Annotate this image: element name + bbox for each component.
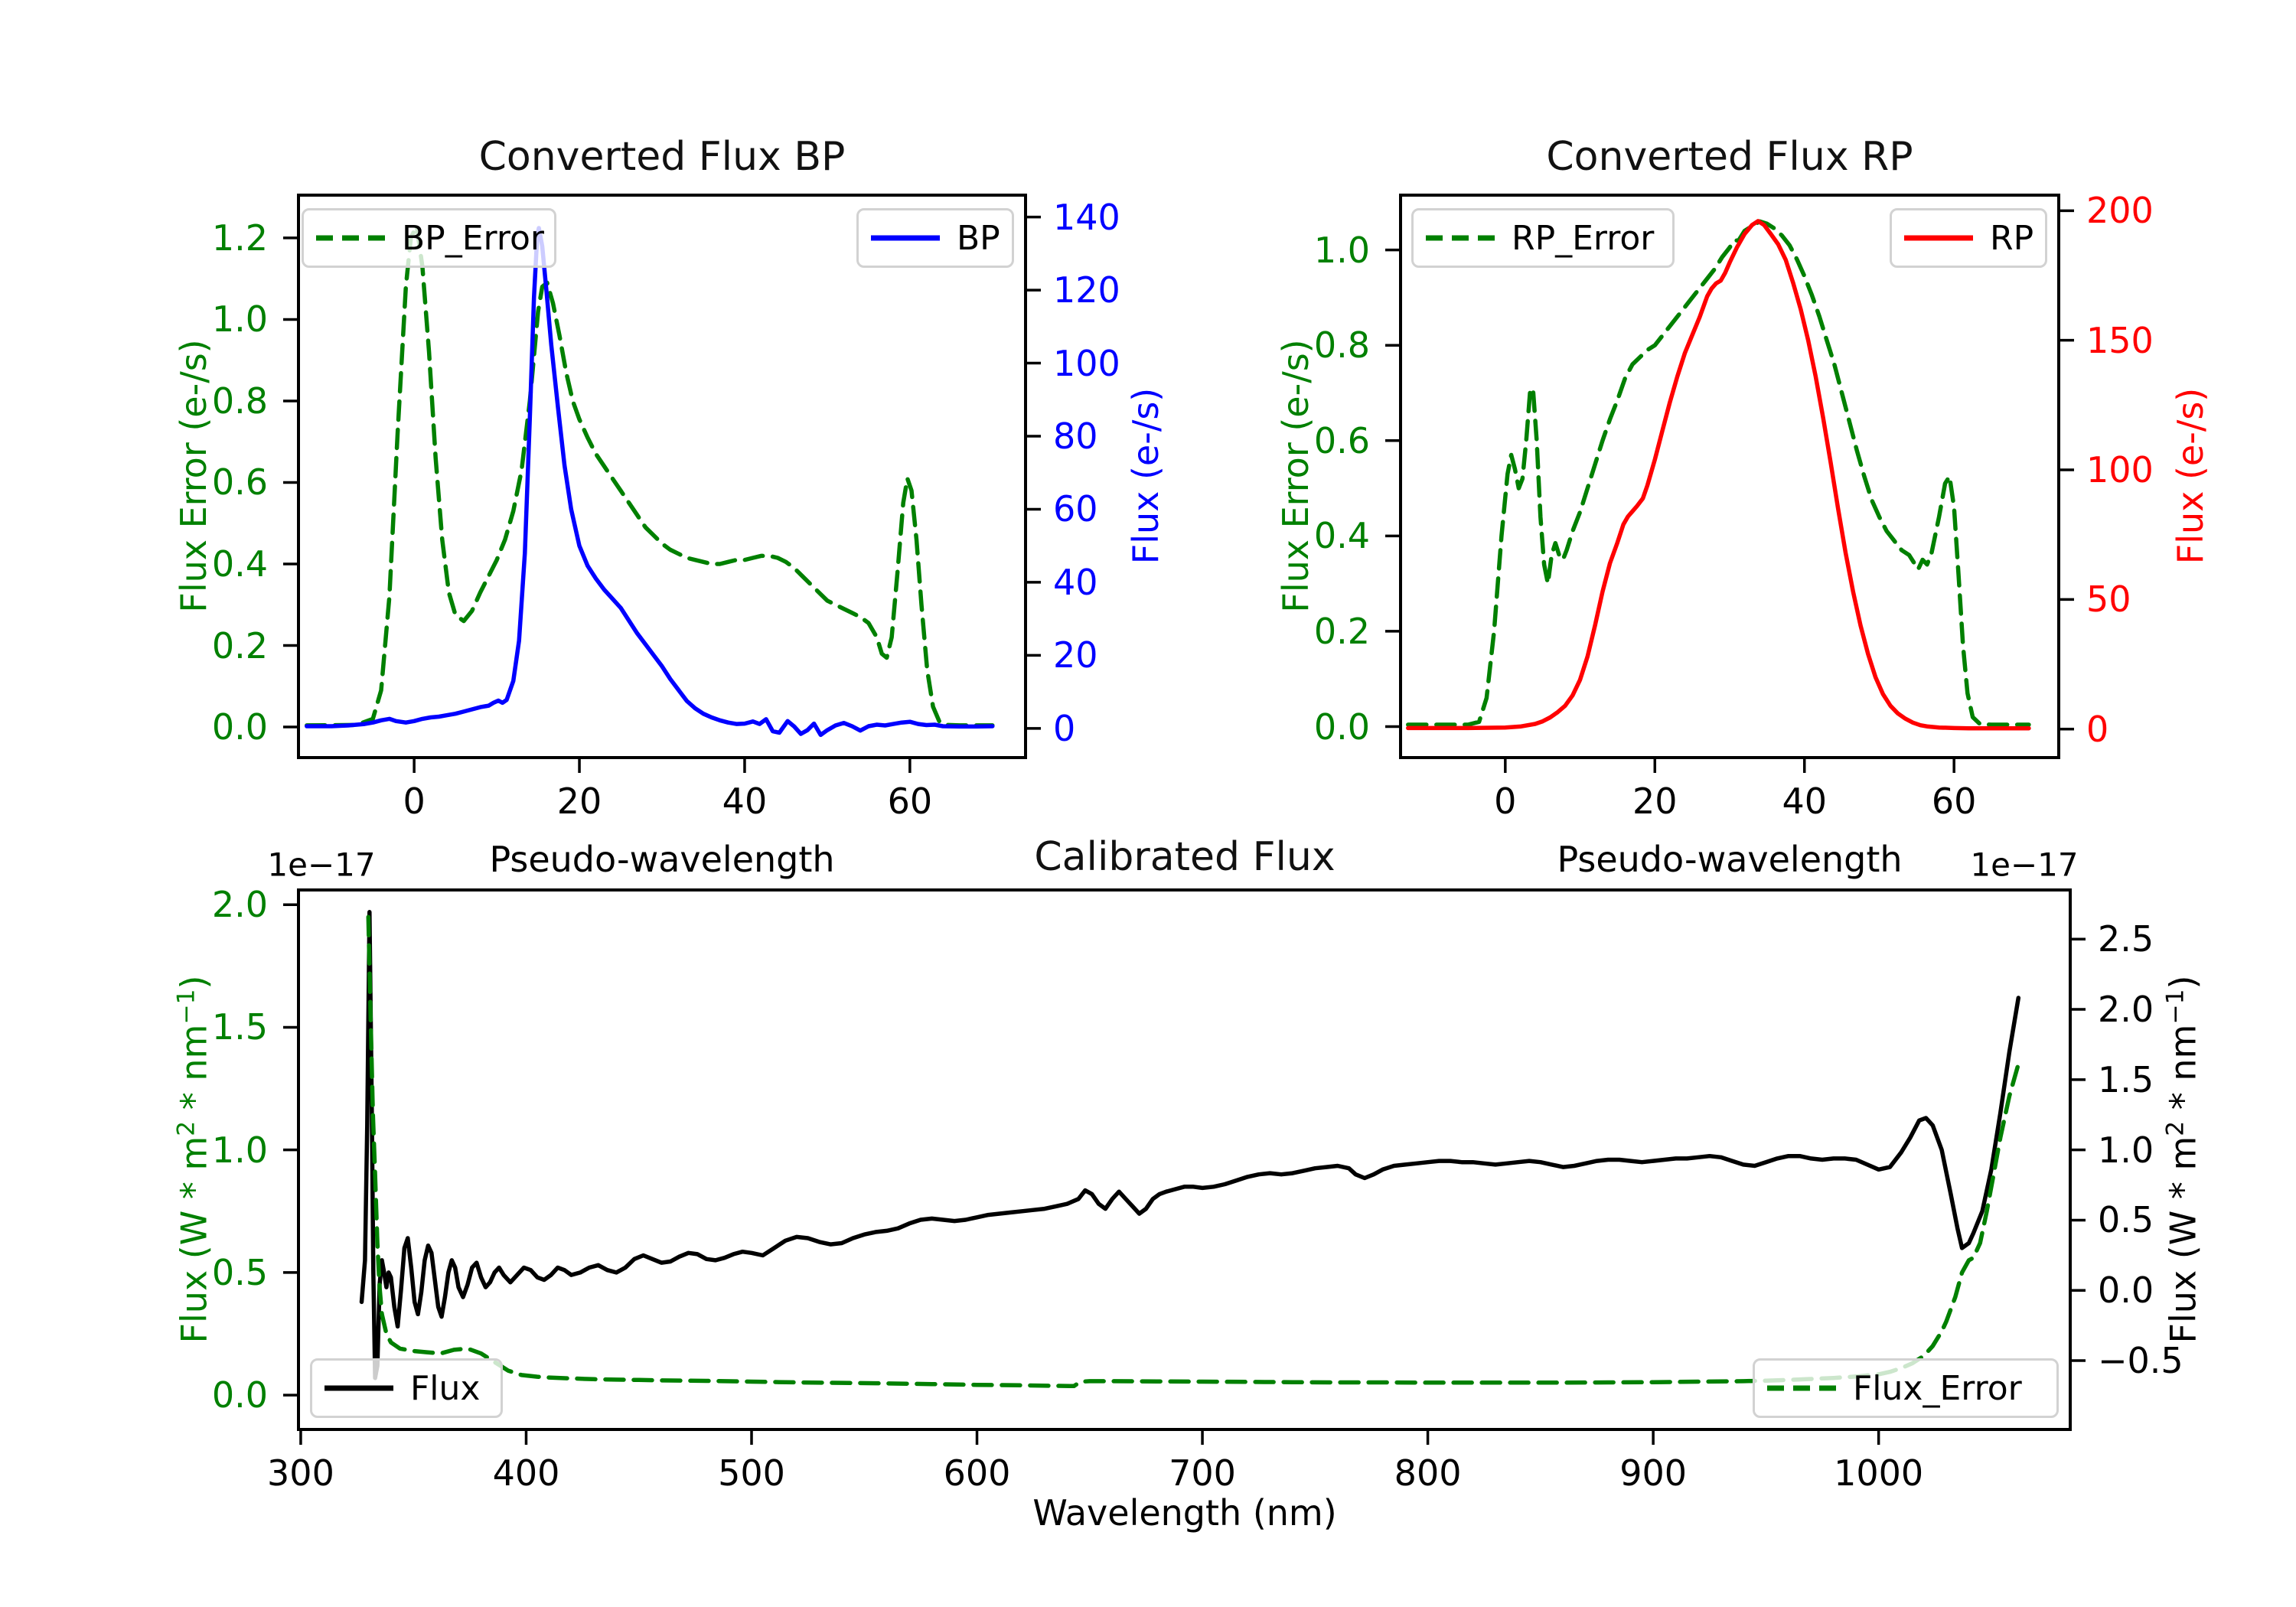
- tick-label: 2.0: [211, 884, 268, 926]
- legend-sample-line: [871, 235, 940, 241]
- tick-label: 40: [1782, 781, 1827, 822]
- panel-title-calibrated: Calibrated Flux: [1034, 834, 1336, 880]
- legend-sample-line: [316, 235, 385, 241]
- bp-error-curve: [305, 223, 995, 728]
- tick-label: 300: [267, 1452, 334, 1494]
- tick-label: 100: [2086, 449, 2154, 491]
- legend-label: RP_Error: [1512, 218, 1655, 258]
- flux-curve: [359, 910, 2021, 1380]
- legend-bp-error: BP_Error: [302, 208, 556, 268]
- tick-label: 80: [1053, 416, 1098, 457]
- legend-sample-line: [325, 1385, 393, 1391]
- tick-label: 200: [2086, 190, 2154, 232]
- legend-flux-error: Flux_Error: [1753, 1358, 2059, 1418]
- tick-label: 120: [1053, 269, 1120, 311]
- rp-curve: [1406, 219, 2031, 731]
- tick-label: 1.0: [211, 1129, 268, 1171]
- tick-label: 600: [943, 1452, 1011, 1494]
- tick-label: 20: [556, 781, 602, 822]
- legend-rp: RP: [1890, 208, 2047, 268]
- tick-label: 40: [1053, 561, 1098, 603]
- rp-xaxis-label: Pseudo-wavelength: [1557, 839, 1903, 880]
- tick-label: 2.5: [2098, 918, 2154, 960]
- legend-sample-line: [1767, 1385, 1836, 1391]
- tick-label: 900: [1619, 1452, 1688, 1494]
- axes-spines: [297, 194, 1027, 759]
- legend-bp: BP: [856, 208, 1014, 268]
- tick-label: 1.2: [211, 217, 268, 259]
- tick-label: 1000: [1834, 1452, 1924, 1494]
- tick-label: 60: [1931, 781, 1977, 822]
- tick-label: 0.0: [1313, 706, 1370, 748]
- tick-label: 700: [1169, 1452, 1236, 1494]
- tick-label: 1.5: [2098, 1058, 2154, 1100]
- calibrated-plot-area: [283, 888, 2086, 1445]
- tick-label: 100: [1053, 342, 1120, 384]
- tick-label: 20: [1053, 634, 1098, 676]
- tick-label: 1.5: [211, 1006, 268, 1048]
- tick-label: 40: [722, 781, 768, 822]
- bp-plot-area: [283, 194, 1041, 773]
- legend-sample-line: [1426, 235, 1495, 241]
- tick-label: 0.0: [211, 706, 268, 748]
- tick-label: 60: [887, 781, 933, 822]
- panel-title-rp: Converted Flux RP: [1546, 134, 1913, 180]
- rp-left-axis-label: Flux Error (e-/s): [1275, 339, 1316, 613]
- panel-title-bp: Converted Flux BP: [478, 134, 846, 180]
- bp-right-axis-label: Flux (e-/s): [1125, 387, 1166, 565]
- tick-label: 140: [1053, 196, 1120, 238]
- tick-label: 60: [1053, 488, 1098, 530]
- tick-label: 50: [2086, 579, 2131, 621]
- tick-label: 0.6: [211, 461, 268, 504]
- tick-label: 0.8: [1313, 324, 1370, 367]
- tick-label: 1.0: [2098, 1129, 2154, 1171]
- legend-label: BP: [957, 218, 1000, 258]
- tick-label: 0.0: [2098, 1270, 2154, 1312]
- rp-error-curve: [1406, 219, 2031, 727]
- tick-label: 0: [403, 781, 426, 822]
- legend-label: Flux: [410, 1368, 481, 1408]
- axes-spines: [1399, 194, 2060, 759]
- tick-label: 0.5: [211, 1251, 268, 1293]
- tick-label: 500: [718, 1452, 785, 1494]
- tick-label: 150: [2086, 319, 2154, 361]
- tick-label: 0.5: [2098, 1199, 2154, 1241]
- tick-label: 800: [1394, 1452, 1462, 1494]
- tick-label: 0.4: [1313, 515, 1370, 557]
- tick-label: −0.5: [2098, 1340, 2183, 1382]
- legend-rp-error: RP_Error: [1411, 208, 1675, 268]
- tick-label: 1.0: [1313, 229, 1370, 271]
- tick-label: 0: [1494, 781, 1517, 822]
- right-offset-text: 1e−17: [1970, 846, 2079, 884]
- tick-label: 1.0: [211, 298, 268, 341]
- legend-flux: Flux: [310, 1358, 503, 1418]
- legend-label: BP_Error: [402, 218, 544, 258]
- tick-label: 0.8: [211, 380, 268, 422]
- tick-label: 400: [492, 1452, 560, 1494]
- tick-label: 0.2: [211, 624, 268, 667]
- tick-label: 0.0: [211, 1374, 268, 1416]
- rp-plot-area: [1385, 194, 2074, 773]
- tick-label: 0.4: [211, 543, 268, 585]
- tick-label: 0: [1053, 707, 1076, 749]
- bp-curve: [305, 226, 995, 738]
- tick-label: 2.0: [2098, 989, 2154, 1031]
- tick-label: 0: [2086, 708, 2109, 750]
- flux-error-curve: [366, 914, 2021, 1389]
- tick-label: 0.2: [1313, 610, 1370, 652]
- legend-label: Flux_Error: [1853, 1368, 2022, 1408]
- legend-label: RP: [1990, 218, 2034, 258]
- tick-label: 20: [1632, 781, 1678, 822]
- bp-xaxis-label: Pseudo-wavelength: [489, 839, 835, 880]
- left-offset-text: 1e−17: [267, 846, 376, 884]
- tick-label: 0.6: [1313, 419, 1370, 461]
- legend-sample-line: [1904, 235, 1973, 241]
- calibrated-xaxis-label: Wavelength (nm): [1032, 1492, 1337, 1534]
- axes-spines: [297, 888, 2072, 1431]
